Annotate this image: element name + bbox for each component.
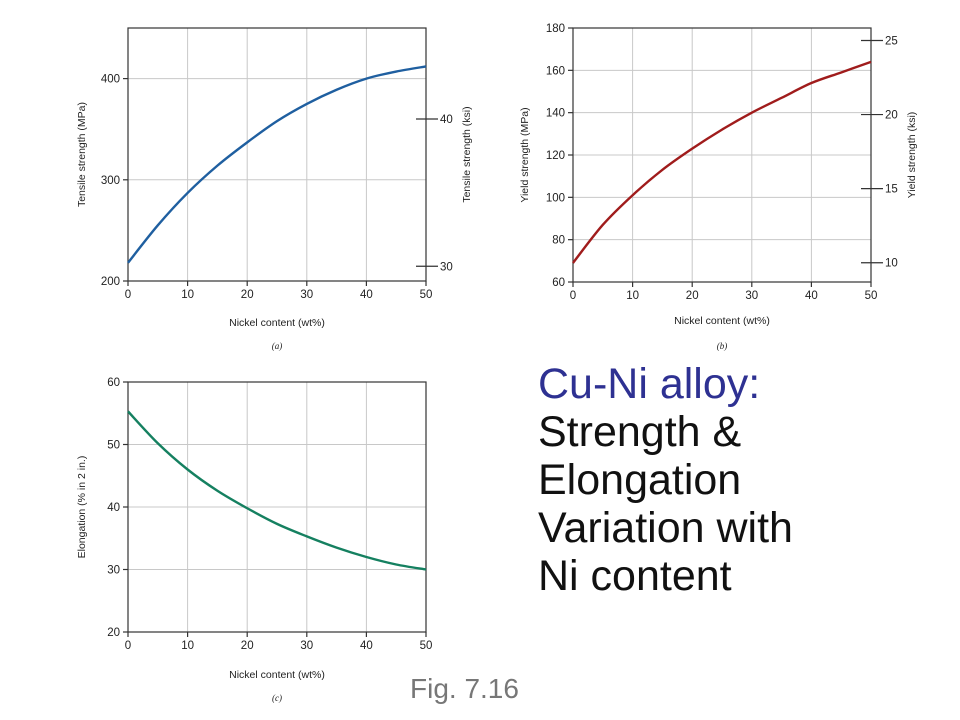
heading-line-2: Strength & bbox=[538, 408, 742, 456]
chart-panel-3: 0 10 20 30 40 50 20 30 40 50 60 Nickel content (wt%… bbox=[76, 377, 432, 703]
y2-tick-label: 10 bbox=[885, 258, 898, 270]
x-tick-label: 20 bbox=[241, 289, 254, 301]
chart-panel-2: 0 10 20 30 40 50 60 80 100 120 140 160 180 10 15 20 25 Ni… bbox=[519, 23, 918, 351]
y-axis-title: Tensile strength (MPa) bbox=[76, 102, 88, 207]
y-tick-label: 60 bbox=[552, 277, 565, 289]
x-tick-label: 50 bbox=[420, 640, 433, 652]
x-tick-label: 10 bbox=[626, 290, 639, 302]
x-tick-label: 40 bbox=[360, 640, 373, 652]
heading-line-5: Ni content bbox=[538, 552, 732, 600]
y2-tick-label: 25 bbox=[885, 35, 898, 47]
x-tick-label: 40 bbox=[805, 290, 818, 302]
x-tick-label: 30 bbox=[745, 290, 758, 302]
x-tick-label: 20 bbox=[686, 290, 699, 302]
y2-axis-title: Yield strength (ksi) bbox=[906, 112, 918, 199]
plot-frame bbox=[127, 27, 427, 282]
chart-panel-1: 0102030405020030040030405060Nickel conte… bbox=[76, 27, 473, 351]
y2-tick-label: 20 bbox=[885, 110, 898, 122]
panel-label: (a) bbox=[272, 341, 283, 351]
y-tick-label: 30 bbox=[107, 565, 120, 577]
x-tick-label: 30 bbox=[300, 640, 313, 652]
x-axis-title: Nickel content (wt%) bbox=[229, 317, 325, 329]
figure-caption: Fig. 7.16 bbox=[410, 673, 519, 704]
x-tick-label: 10 bbox=[181, 640, 194, 652]
data-curve bbox=[127, 410, 427, 571]
panel-label: (b) bbox=[717, 341, 728, 351]
y-tick-label: 300 bbox=[101, 175, 120, 187]
x-tick-label: 40 bbox=[360, 289, 373, 301]
y-tick-label: 140 bbox=[546, 108, 565, 120]
y-tick-label: 50 bbox=[107, 440, 120, 452]
x-axis-title: Nickel content (wt%) bbox=[229, 669, 325, 681]
x-tick-label: 50 bbox=[420, 289, 433, 301]
y-tick-label: 100 bbox=[546, 192, 565, 204]
y-tick-label: 40 bbox=[107, 502, 120, 514]
heading-line-4: Variation with bbox=[538, 504, 793, 552]
x-axis-title: Nickel content (wt%) bbox=[674, 315, 770, 327]
x-tick-label: 20 bbox=[241, 640, 254, 652]
slide-heading: Cu-Ni alloy: Strength & Elongation Varia… bbox=[538, 360, 948, 600]
y-tick-label: 160 bbox=[546, 65, 565, 77]
data-curve bbox=[127, 65, 427, 264]
y-tick-label: 180 bbox=[546, 23, 565, 35]
y-tick-label: 120 bbox=[546, 150, 565, 162]
x-tick-label: 50 bbox=[865, 290, 878, 302]
x-tick-label: 30 bbox=[300, 289, 313, 301]
panel-label: (c) bbox=[272, 693, 282, 703]
x-tick-label: 0 bbox=[125, 640, 131, 652]
y2-tick-label: 30 bbox=[440, 261, 453, 273]
y2-tick-label: 15 bbox=[885, 184, 898, 196]
y-tick-label: 200 bbox=[101, 276, 120, 288]
y-axis-title: Yield strength (MPa) bbox=[519, 107, 531, 202]
x-tick-label: 0 bbox=[570, 290, 576, 302]
x-tick-label: 10 bbox=[181, 289, 194, 301]
y-axis-title: Elongation (% in 2 in.) bbox=[76, 456, 88, 559]
heading-line-1: Cu-Ni alloy: bbox=[538, 360, 761, 408]
y-tick-label: 60 bbox=[107, 377, 120, 389]
y2-axis-title: Tensile strength (ksi) bbox=[461, 106, 473, 202]
y-tick-label: 80 bbox=[552, 235, 565, 247]
y2-tick-label: 40 bbox=[440, 114, 453, 126]
y-tick-label: 400 bbox=[101, 74, 120, 86]
data-curve bbox=[572, 60, 872, 264]
y-tick-label: 20 bbox=[107, 627, 120, 639]
heading-line-3: Elongation bbox=[538, 456, 742, 504]
x-tick-label: 0 bbox=[125, 289, 131, 301]
